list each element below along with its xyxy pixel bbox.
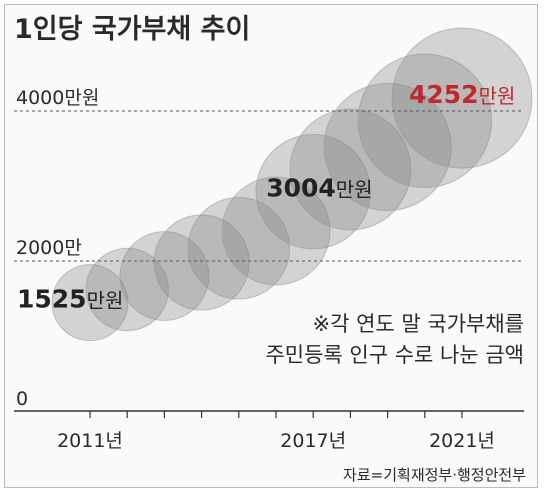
x-tick-label-2011: 2011년 [57, 430, 123, 452]
y-label-0: 0 [16, 388, 28, 410]
x-tick-label-2021: 2021년 [429, 430, 495, 452]
y-label-4000: 4000만원 [16, 87, 99, 109]
bubble-2021 [391, 27, 533, 169]
x-tick-label-2017: 2017년 [280, 430, 346, 452]
bubble-2013 [119, 231, 210, 321]
bubble-2012 [85, 247, 169, 332]
note-line-1: ※각 연도 말 국가부채를 [312, 312, 524, 336]
value-labels: 1525만원 3004만원 4252만원 [17, 80, 515, 314]
bubble-2018 [289, 108, 412, 231]
grid-lines: 4000만원 2000만 0 [14, 87, 524, 410]
y-label-2000: 2000만 [16, 237, 82, 259]
value-label-2017: 3004만원 [266, 174, 372, 203]
bubble-2016 [221, 176, 331, 286]
bubble-2015 [187, 196, 291, 300]
bubble-2011 [51, 264, 129, 342]
note-line-2: 주민등록 인구 수로 나눈 금액 [265, 343, 524, 367]
bubble-2019 [323, 82, 452, 212]
chart-title: 1인당 국가부채 추이 [14, 14, 250, 45]
bubble-group [51, 27, 533, 342]
x-ticks: 2011년 2017년 2021년 [57, 411, 495, 452]
bubble-2014 [153, 214, 250, 311]
source-text: 자료=기획재정부·행정안전부 [343, 466, 526, 484]
bubble-2020 [357, 53, 493, 189]
chart-frame [4, 4, 538, 488]
bubble-2017 [255, 134, 371, 250]
value-label-2021: 4252만원 [409, 80, 515, 109]
value-label-2011: 1525만원 [17, 285, 123, 314]
